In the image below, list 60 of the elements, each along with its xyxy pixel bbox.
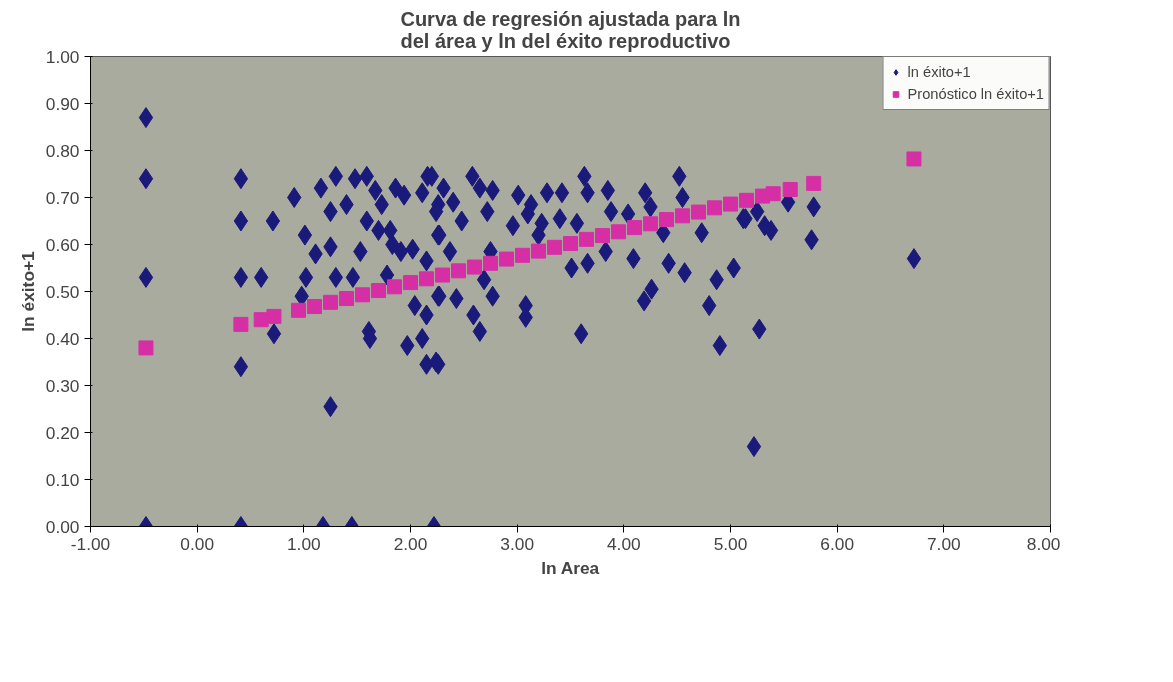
point [531, 243, 546, 259]
point [355, 287, 370, 303]
point [387, 279, 402, 295]
y-tick-label: 0.40 [45, 328, 80, 349]
point [806, 175, 822, 191]
y-tick-label: 1.00 [45, 46, 80, 67]
point [233, 316, 249, 332]
y-tick-label: 0.70 [45, 187, 80, 208]
point [266, 308, 282, 324]
chart-title: Curva de regresión ajustada para ln del área y ln del éxito reproductivo [400, 7, 741, 52]
point [906, 151, 922, 167]
y-tick-label: 0.30 [45, 375, 80, 396]
point [323, 294, 338, 310]
x-tick-label: 7.00 [926, 533, 961, 554]
x-tick-label: 4.00 [606, 533, 641, 554]
legend-label: Pronóstico ln éxito+1 [907, 86, 1044, 102]
point [419, 271, 434, 287]
point [611, 224, 626, 240]
legend-label: ln éxito+1 [907, 64, 971, 80]
point [595, 228, 610, 244]
point [765, 186, 781, 202]
point [435, 267, 450, 283]
point [563, 236, 578, 252]
point [515, 247, 530, 263]
x-tick-label: 3.00 [500, 533, 535, 554]
point [138, 340, 154, 356]
y-tick-label: 0.10 [45, 469, 80, 490]
point [675, 208, 690, 224]
point [291, 302, 306, 318]
x-tick-label: 1.00 [286, 533, 321, 554]
x-tick-label: 5.00 [713, 533, 748, 554]
x-tick-label: 8.00 [1026, 533, 1061, 554]
point [659, 212, 674, 228]
y-tick-label: 0.50 [45, 281, 80, 302]
y-tick-label: 0.90 [45, 93, 80, 114]
point [451, 263, 466, 279]
point [403, 275, 418, 291]
point [579, 231, 594, 247]
x-tick-label: 2.00 [393, 533, 428, 554]
point [483, 255, 498, 271]
y-tick-label: 0.60 [45, 234, 80, 255]
y-tick-label: 0.80 [45, 140, 80, 161]
y-tick-label: 0.20 [45, 422, 80, 443]
point [339, 291, 354, 307]
point [627, 220, 642, 236]
point [739, 192, 754, 208]
x-tick-label: 0.00 [180, 533, 215, 554]
point [547, 239, 562, 255]
point [782, 182, 798, 198]
point [643, 216, 658, 232]
point [307, 299, 322, 315]
point [371, 283, 386, 299]
point [691, 204, 706, 220]
point [723, 196, 738, 212]
point [499, 251, 514, 267]
point [707, 200, 722, 216]
x-axis-title: ln Area [541, 557, 600, 578]
point [467, 259, 482, 275]
x-tick-label: 6.00 [820, 533, 855, 554]
y-axis-title: ln éxito+1 [17, 250, 38, 332]
